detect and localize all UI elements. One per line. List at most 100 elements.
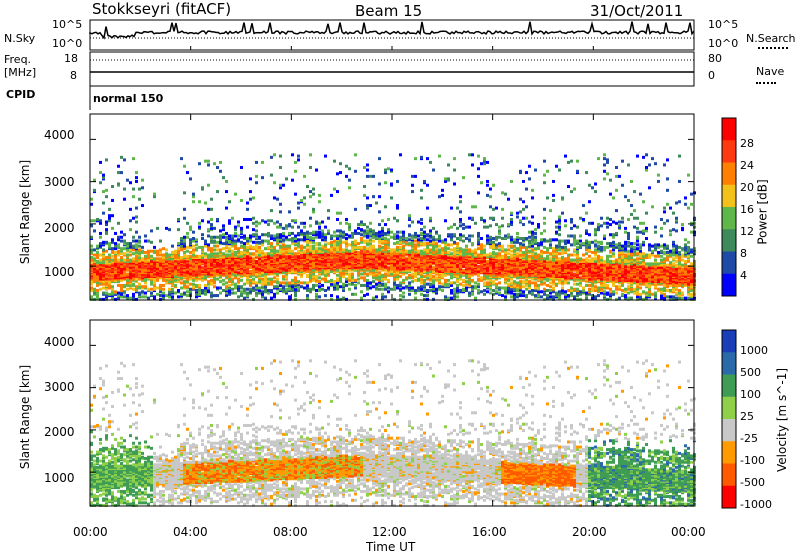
power-cell bbox=[468, 234, 471, 238]
power-cell bbox=[108, 242, 111, 246]
power-cell bbox=[447, 226, 450, 230]
power-cell bbox=[231, 277, 234, 281]
power-cell bbox=[426, 233, 429, 237]
power-cell bbox=[237, 285, 240, 289]
power-cell bbox=[387, 266, 390, 270]
power-cell bbox=[339, 211, 342, 215]
power-cell bbox=[384, 181, 387, 185]
power-cell bbox=[183, 235, 186, 239]
power-cell bbox=[513, 292, 516, 296]
power-cell bbox=[450, 225, 453, 229]
power-cell bbox=[420, 217, 423, 221]
power-cell bbox=[510, 253, 513, 257]
power-cell bbox=[132, 282, 135, 286]
power-cell bbox=[114, 290, 117, 294]
power-cell bbox=[303, 225, 306, 229]
power-cell bbox=[99, 181, 102, 185]
power-cell bbox=[387, 286, 390, 290]
power-cell bbox=[291, 231, 294, 235]
power-cell bbox=[357, 223, 360, 227]
power-cell bbox=[168, 287, 171, 291]
power-cell bbox=[228, 219, 231, 223]
power-cell bbox=[411, 272, 414, 276]
power-cell bbox=[510, 244, 513, 248]
power-cell bbox=[498, 291, 501, 295]
power-cell bbox=[138, 248, 141, 252]
power-cell bbox=[438, 244, 441, 248]
power-cell bbox=[432, 226, 435, 230]
power-cell bbox=[369, 204, 372, 208]
power-cell bbox=[411, 286, 414, 290]
power-cell bbox=[441, 188, 444, 192]
power-cell bbox=[183, 254, 186, 258]
power-cell bbox=[324, 154, 327, 158]
power-cell bbox=[255, 174, 258, 178]
power-cell bbox=[219, 286, 222, 290]
power-cell bbox=[447, 163, 450, 167]
power-cell bbox=[225, 206, 228, 210]
power-cell bbox=[135, 297, 138, 301]
power-cell bbox=[99, 160, 102, 164]
power-cell bbox=[180, 237, 183, 241]
power-cell bbox=[105, 282, 108, 286]
power-cell bbox=[201, 186, 204, 190]
power-cell bbox=[93, 291, 96, 295]
power-cell bbox=[216, 165, 219, 169]
power-cell bbox=[471, 249, 474, 253]
power-cell bbox=[234, 282, 237, 286]
power-cell bbox=[315, 220, 318, 224]
power-cell bbox=[90, 276, 93, 280]
power-cell bbox=[501, 294, 504, 298]
power-cell bbox=[465, 244, 468, 248]
power-cell bbox=[477, 253, 480, 257]
power-cell bbox=[90, 248, 93, 252]
power-cell bbox=[198, 292, 201, 296]
power-cell bbox=[291, 178, 294, 182]
power-cell bbox=[135, 215, 138, 219]
power-cell bbox=[372, 174, 375, 178]
power-cell bbox=[135, 220, 138, 224]
power-cell bbox=[540, 249, 543, 253]
power-cell bbox=[531, 196, 534, 200]
power-cell bbox=[321, 220, 324, 224]
power-cell bbox=[189, 287, 192, 291]
power-cell bbox=[261, 290, 264, 294]
power-cell bbox=[474, 248, 477, 252]
power-cell bbox=[282, 226, 285, 230]
power-cell bbox=[390, 287, 393, 291]
power-cell bbox=[336, 211, 339, 215]
power-cell bbox=[450, 243, 453, 247]
power-cell bbox=[327, 209, 330, 213]
power-cell bbox=[420, 237, 423, 241]
power-cell bbox=[159, 250, 162, 254]
power-cell bbox=[324, 294, 327, 298]
power-cell bbox=[126, 178, 129, 182]
power-cell bbox=[189, 254, 192, 258]
power-cell bbox=[273, 280, 276, 284]
power-cell bbox=[477, 174, 480, 178]
power-cell bbox=[132, 239, 135, 243]
power-cell bbox=[327, 229, 330, 233]
power-cell bbox=[210, 207, 213, 211]
power-cell bbox=[378, 244, 381, 248]
power-cell bbox=[420, 285, 423, 289]
power-cell bbox=[519, 253, 522, 257]
nsky-scale-top-right: 10^5 bbox=[708, 18, 739, 31]
power-cell bbox=[162, 296, 165, 300]
power-cell bbox=[486, 225, 489, 229]
power-cell bbox=[342, 282, 345, 286]
power-cell bbox=[255, 224, 258, 228]
power-cell bbox=[390, 235, 393, 239]
power-cell bbox=[381, 219, 384, 223]
power-cell bbox=[540, 231, 543, 235]
power-cell bbox=[477, 289, 480, 293]
power-cell bbox=[510, 235, 513, 239]
power-cell bbox=[471, 285, 474, 289]
power-cell bbox=[429, 239, 432, 243]
power-cell bbox=[156, 249, 159, 253]
power-cell bbox=[252, 228, 255, 232]
power-cell bbox=[96, 294, 99, 298]
power-cell bbox=[342, 240, 345, 244]
power-cell bbox=[99, 297, 102, 301]
power-cell bbox=[288, 295, 291, 299]
